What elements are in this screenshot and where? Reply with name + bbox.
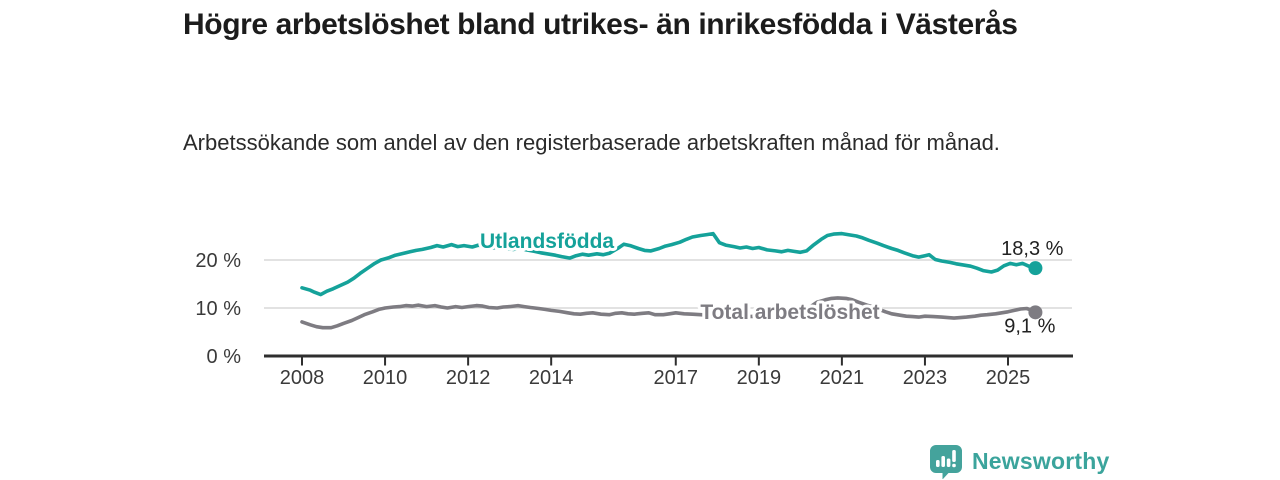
page-title: Högre arbetslöshet bland utrikes- än inr… — [183, 8, 1018, 41]
x-tick-label: 2014 — [529, 367, 574, 389]
brand-name: Newsworthy — [972, 448, 1110, 474]
x-tick-label: 2008 — [280, 367, 325, 389]
series-label-1: Total arbetslöshet — [700, 301, 879, 324]
page-subtitle: Arbetssökande som andel av den registerb… — [183, 130, 1000, 155]
x-tick-label: 2019 — [737, 367, 782, 389]
series-label-0: Utlandsfödda — [480, 230, 614, 253]
x-tick-label: 2010 — [363, 367, 408, 389]
x-tick-label: 2017 — [654, 367, 699, 389]
x-tick-label: 2012 — [446, 367, 491, 389]
series-end-value-0: 18,3 % — [1001, 238, 1063, 260]
newsworthy-brand-link[interactable]: Newsworthy — [929, 444, 1109, 479]
series-end-dot-0 — [1028, 261, 1043, 276]
x-tick-label: 2023 — [903, 367, 948, 389]
series-line-0 — [300, 231, 1038, 297]
y-tick-label: 20 % — [195, 250, 241, 272]
series-line-1 — [300, 296, 1038, 330]
bar-chart-speech-bubble-icon — [930, 445, 962, 479]
series-end-value-1: 9,1 % — [1004, 315, 1055, 337]
x-tick-label: 2025 — [986, 367, 1031, 389]
series-end-dot-1 — [1028, 305, 1043, 320]
x-tick-label: 2021 — [820, 367, 865, 389]
y-tick-label: 0 % — [207, 346, 242, 368]
y-tick-label: 10 % — [195, 298, 241, 320]
